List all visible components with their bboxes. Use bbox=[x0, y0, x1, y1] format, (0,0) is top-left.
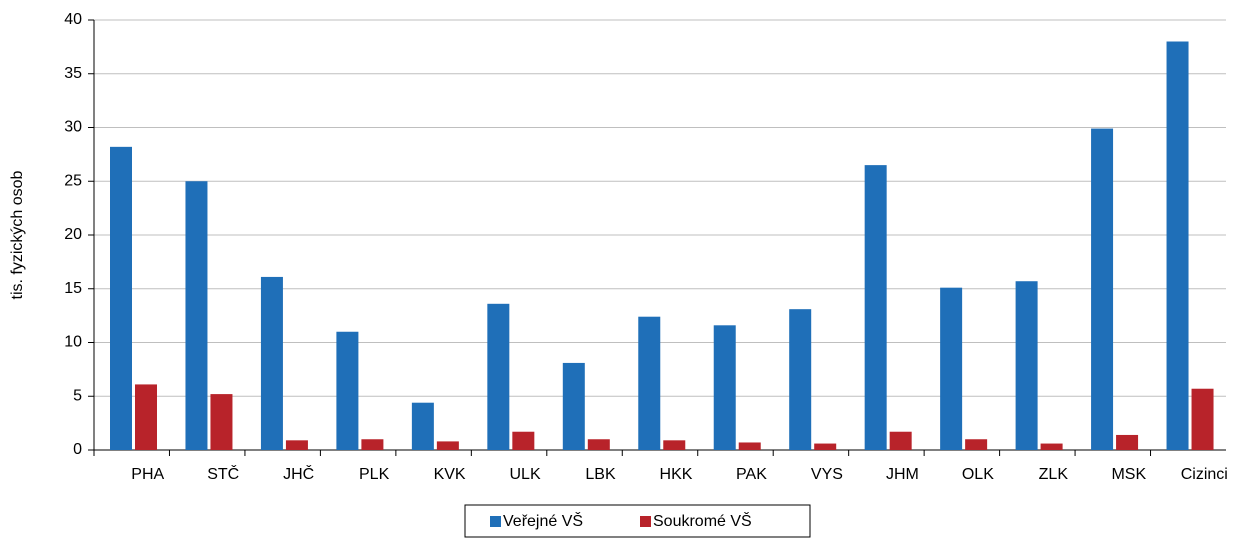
bar bbox=[336, 331, 359, 450]
bar bbox=[814, 443, 837, 450]
bar bbox=[436, 441, 459, 450]
bar bbox=[185, 181, 208, 450]
y-tick-label: 10 bbox=[64, 334, 82, 351]
bar bbox=[940, 287, 963, 450]
bar bbox=[1040, 443, 1063, 450]
bar bbox=[1191, 388, 1214, 450]
y-tick-label: 35 bbox=[64, 65, 82, 82]
bar bbox=[1166, 41, 1189, 450]
x-tick-label: JHČ bbox=[283, 464, 314, 483]
x-tick-label: HKK bbox=[660, 466, 693, 483]
legend-swatch bbox=[490, 516, 501, 527]
bar bbox=[1116, 434, 1139, 450]
y-tick-label: 30 bbox=[64, 119, 82, 136]
bar bbox=[210, 394, 233, 450]
bar bbox=[260, 276, 283, 450]
y-tick-label: 25 bbox=[64, 172, 82, 189]
bar bbox=[562, 362, 585, 450]
x-tick-label: MSK bbox=[1111, 466, 1146, 483]
bar bbox=[663, 440, 686, 450]
x-tick-label: Cizinci bbox=[1181, 466, 1228, 483]
y-tick-label: 15 bbox=[64, 280, 82, 297]
x-tick-label: LBK bbox=[585, 466, 616, 483]
bar bbox=[638, 316, 661, 450]
x-tick-label: OLK bbox=[962, 466, 994, 483]
y-tick-label: 20 bbox=[64, 226, 82, 243]
bar bbox=[738, 442, 761, 450]
bar bbox=[789, 309, 812, 450]
bar bbox=[1091, 128, 1114, 450]
x-tick-label: ULK bbox=[510, 466, 541, 483]
bar bbox=[587, 439, 610, 450]
bar bbox=[864, 165, 887, 450]
bar bbox=[361, 439, 384, 450]
bar bbox=[110, 146, 132, 450]
x-tick-label: PLK bbox=[359, 466, 390, 483]
x-tick-label: VYS bbox=[811, 466, 843, 483]
x-tick-label: STČ bbox=[207, 464, 239, 483]
bar bbox=[285, 440, 308, 450]
bar bbox=[411, 402, 434, 450]
legend-label: Soukromé VŠ bbox=[653, 511, 752, 530]
bar bbox=[512, 431, 535, 450]
legend-label: Veřejné VŠ bbox=[503, 511, 583, 530]
bar bbox=[1015, 281, 1038, 450]
y-tick-label: 40 bbox=[64, 11, 82, 28]
x-tick-label: JHM bbox=[886, 466, 919, 483]
y-tick-label: 0 bbox=[73, 441, 82, 458]
bar bbox=[965, 439, 988, 450]
x-tick-label: ZLK bbox=[1039, 466, 1069, 483]
bar bbox=[713, 325, 736, 450]
legend-swatch bbox=[640, 516, 651, 527]
y-axis-label: tis. fyzických osob bbox=[9, 170, 26, 299]
bar bbox=[135, 384, 157, 450]
y-tick-label: 5 bbox=[73, 387, 82, 404]
x-tick-label: PHA bbox=[131, 466, 164, 483]
bar bbox=[487, 303, 510, 450]
x-tick-label: KVK bbox=[434, 466, 466, 483]
x-tick-label: PAK bbox=[736, 466, 767, 483]
legend-box bbox=[464, 504, 811, 538]
bar bbox=[889, 431, 912, 450]
